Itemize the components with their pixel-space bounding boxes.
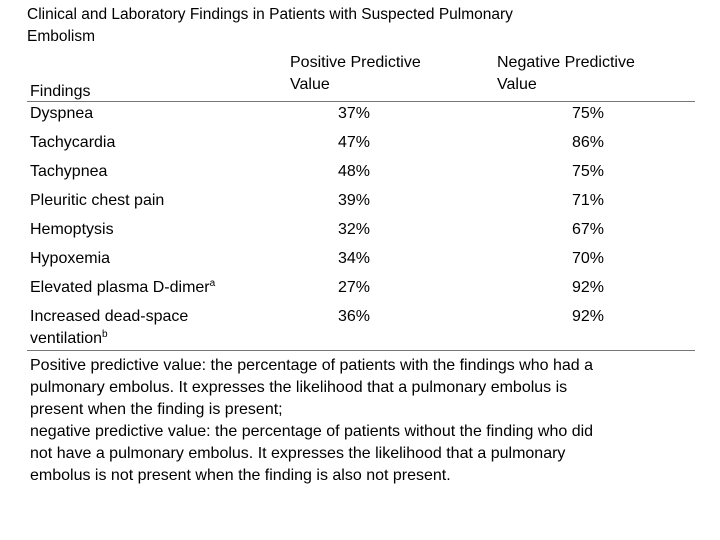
finding-text: Dyspnea xyxy=(30,105,94,122)
npv: 70% xyxy=(572,250,605,267)
ppv: 48% xyxy=(338,163,371,180)
footnote-mark: a xyxy=(209,278,216,289)
finding-text: Pleuritic chest pain xyxy=(30,192,165,209)
finding: Tachycardia xyxy=(30,132,115,154)
npv: 75% xyxy=(572,163,605,180)
title-line: Clinical and Laboratory Findings in Pati… xyxy=(27,6,513,23)
header-finding: Findings xyxy=(30,83,91,100)
header-rule xyxy=(27,101,695,102)
finding: ventilationb xyxy=(30,328,108,350)
ppv: 32% xyxy=(338,221,371,238)
ppv: 47% xyxy=(338,134,371,151)
npv: 75% xyxy=(572,105,605,122)
footnote-line: negative predictive value: the percentag… xyxy=(30,423,594,440)
finding: Increased dead-space xyxy=(30,306,188,328)
finding: Dyspnea xyxy=(30,103,93,125)
npv: 86% xyxy=(572,134,605,151)
finding: Tachypnea xyxy=(30,161,107,183)
finding: Pleuritic chest pain xyxy=(30,190,164,212)
ppv: 39% xyxy=(338,192,371,209)
finding-text: Tachycardia xyxy=(30,134,116,151)
finding-text: Hypoxemia xyxy=(30,250,111,267)
finding-text: Elevated plasma D-dimer xyxy=(30,279,210,296)
finding-text: Hemoptysis xyxy=(30,221,114,238)
header-ppv: Value xyxy=(290,76,330,93)
npv: 71% xyxy=(572,192,605,209)
header-npv: Value xyxy=(497,76,537,93)
finding: Elevated plasma D-dimera xyxy=(30,277,215,299)
npv: 67% xyxy=(572,221,605,238)
title-line: Embolism xyxy=(27,28,96,45)
ppv: 27% xyxy=(338,279,371,296)
footnote-line: present when the finding is present; xyxy=(30,401,283,418)
footnote-line: Positive predictive value: the percentag… xyxy=(30,357,594,374)
header-npv: Negative Predictive xyxy=(497,54,635,71)
table-rule xyxy=(27,350,695,351)
header-ppv: Positive Predictive xyxy=(290,54,421,71)
npv: 92% xyxy=(572,308,605,325)
ppv: 36% xyxy=(338,308,371,325)
footnote-mark: b xyxy=(102,329,108,340)
finding-text: Tachypnea xyxy=(30,163,108,180)
npv: 92% xyxy=(572,279,605,296)
finding-text: ventilation xyxy=(30,330,103,347)
footnote-line: embolus is not present when the finding … xyxy=(30,467,451,484)
ppv: 37% xyxy=(338,105,371,122)
ppv: 34% xyxy=(338,250,371,267)
footnote-line: pulmonary embolus. It expresses the like… xyxy=(30,379,568,396)
finding: Hemoptysis xyxy=(30,219,114,241)
footnote-line: not have a pulmonary embolus. It express… xyxy=(30,445,566,462)
finding-text: Increased dead-space xyxy=(30,308,189,325)
finding: Hypoxemia xyxy=(30,248,110,270)
